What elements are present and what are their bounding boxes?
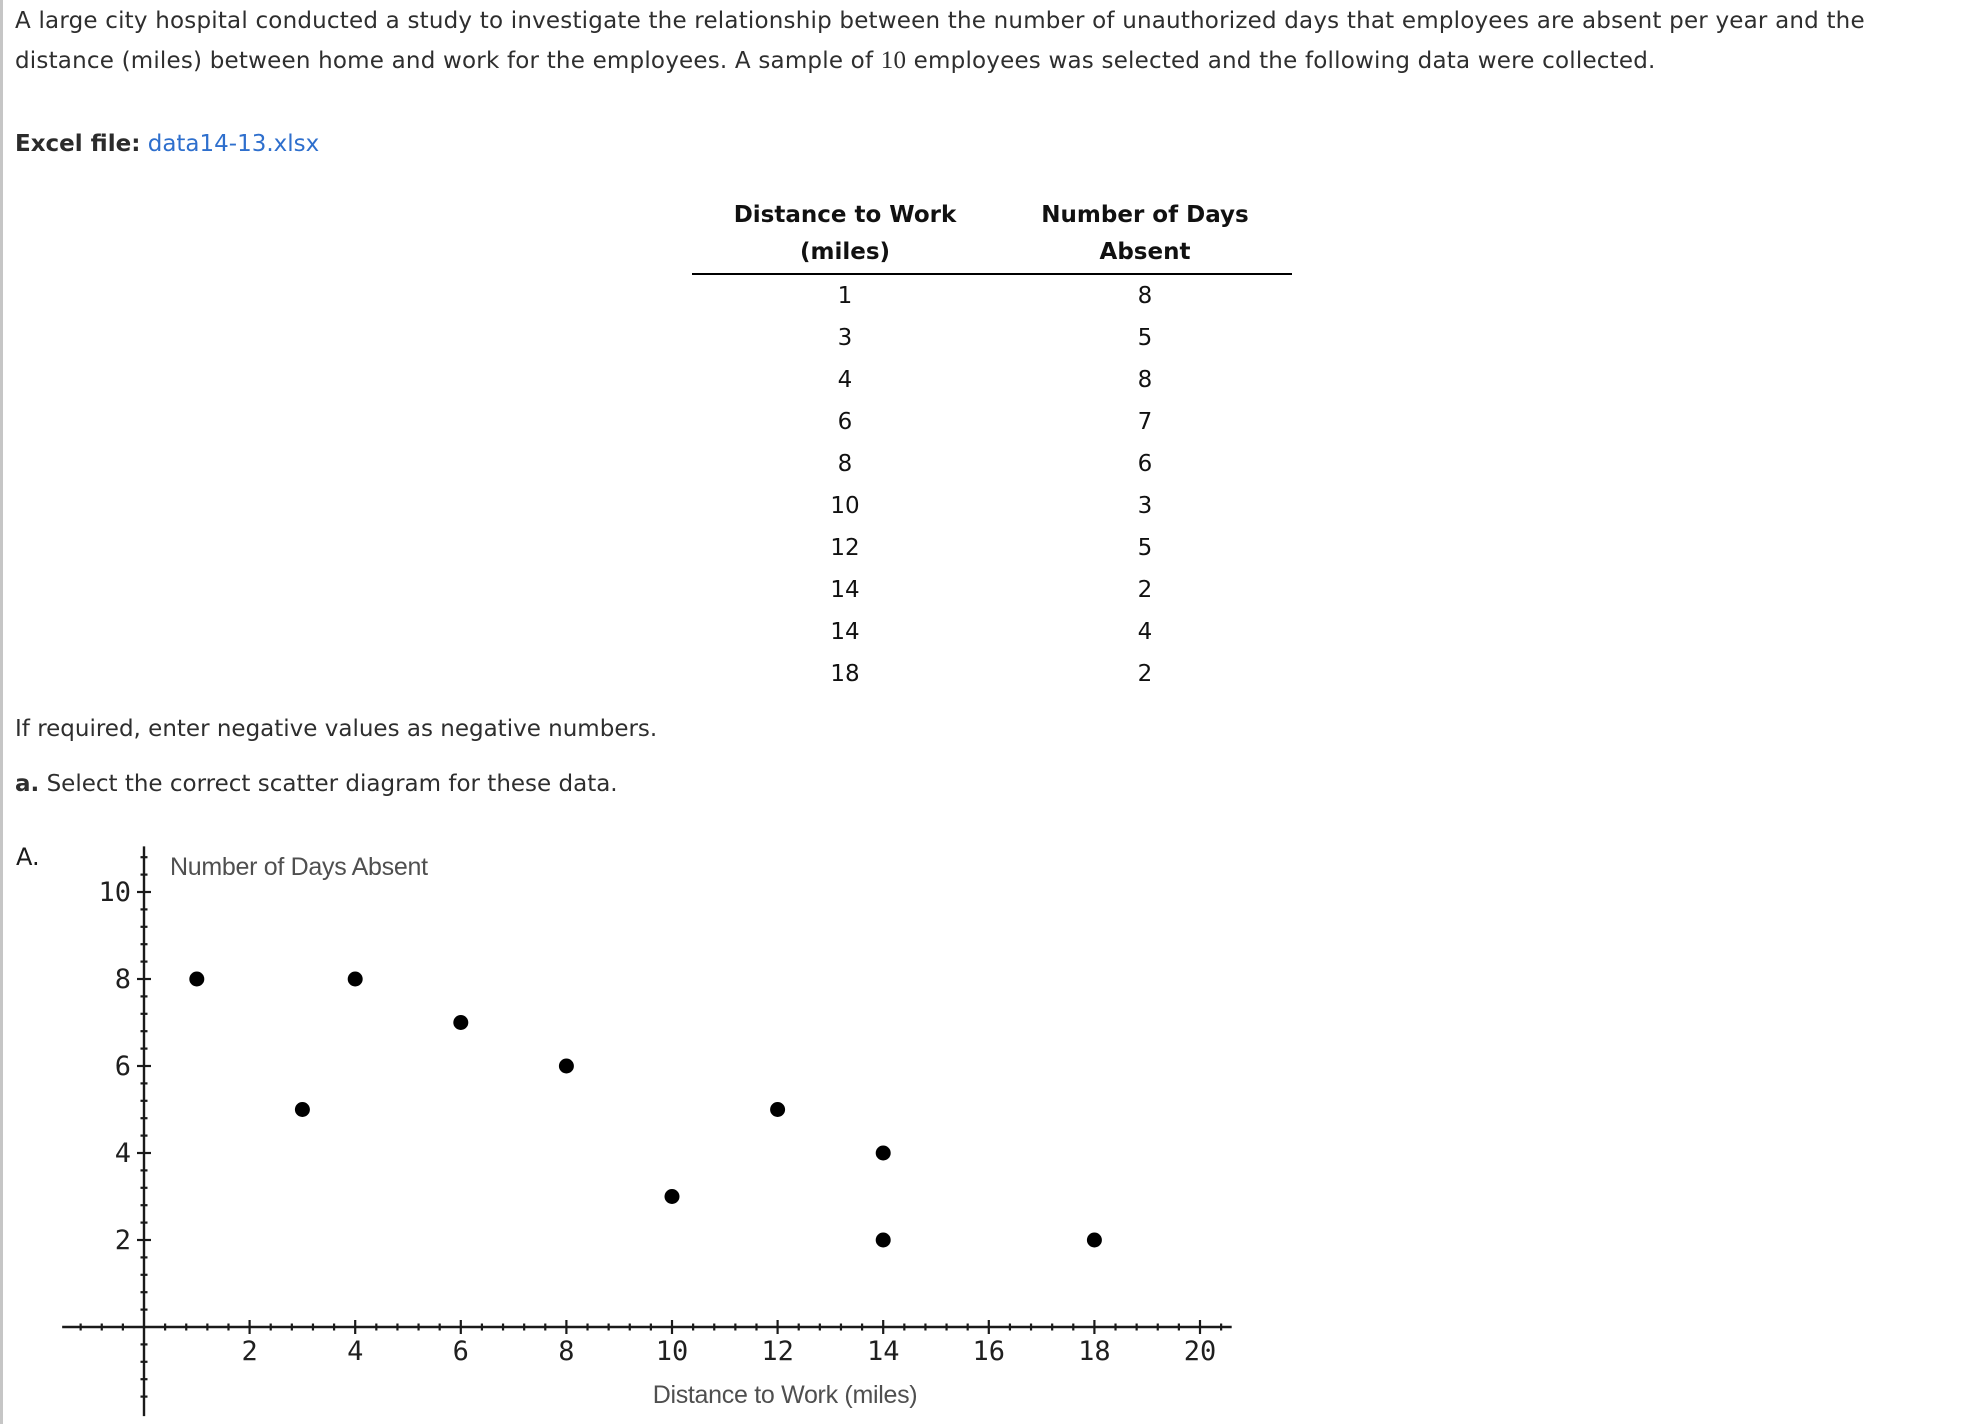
days-cell: 2 [1137,577,1153,603]
distance-cell: 1 [837,283,853,309]
distance-cell: 6 [837,409,853,435]
x-tick-label: 18 [1078,1336,1111,1367]
days-cell: 5 [1137,325,1153,351]
distance-cell: 10 [830,493,860,519]
data-point [1086,1232,1102,1248]
days-cell: 6 [1137,451,1153,477]
data-point [770,1102,786,1117]
option-a-label: A. [16,843,40,871]
excel-file-line: Excel file: data14-13.xlsx [15,131,319,157]
x-tick-label: 2 [241,1336,257,1367]
data-point [294,1102,310,1117]
days-cell: 2 [1137,661,1153,687]
question-a-label: a. [15,771,40,797]
distance-cell: 18 [830,661,860,687]
x-tick-label: 4 [347,1336,363,1367]
y-tick-label: 2 [115,1225,131,1256]
question-a-text: Select the correct scatter diagram for t… [39,771,618,797]
days-cell: 5 [1137,535,1153,561]
distance-cell: 8 [837,451,853,477]
days-cell: 8 [1137,283,1153,309]
negative-values-note: If required, enter negative values as ne… [15,716,658,742]
days-cell: 3 [1137,493,1153,519]
excel-file-link[interactable]: data14-13.xlsx [147,131,320,157]
distance-cell: 14 [830,577,860,603]
scatter-option-a[interactable]: 2 4 6 8 10 12 14 16 18 20 2 4 6 8 10 Number of Days Abs… [40,835,1280,1424]
table-row: 12 5 [692,527,1292,569]
distance-cell: 4 [837,367,853,393]
col2-header-line1: Number of Days [1041,202,1249,228]
distance-cell: 12 [830,535,860,561]
x-tick-label: 8 [558,1336,574,1367]
table-body: 1 8 3 5 4 8 6 7 8 6 10 3 12 5 14 2 14 4 18 2 [692,273,1292,695]
data-point [875,1232,891,1248]
y-tick-label: 4 [115,1138,131,1169]
table-row: 14 2 [692,569,1292,611]
distance-cell: 14 [830,619,860,645]
col1-header-line1: Distance to Work [733,202,957,228]
x-tick-label: 6 [453,1336,469,1367]
data-point [558,1058,574,1074]
data-point [875,1145,891,1161]
excel-file-label: Excel file: [15,131,141,157]
col1-header-line2: (miles) [799,239,891,265]
x-tick-label: 12 [761,1336,794,1367]
y-tick-label: 10 [98,877,131,908]
page-left-border [0,0,3,1424]
table-header: Distance to Work (miles) Number of Days … [692,197,1292,271]
x-tick-label: 14 [867,1336,900,1367]
col1-header: Distance to Work (miles) [692,197,998,271]
col2-header: Number of Days Absent [998,197,1292,271]
table-row: 10 3 [692,485,1292,527]
days-cell: 4 [1137,619,1153,645]
data-table: Distance to Work (miles) Number of Days … [692,197,1292,695]
x-axis-title: Distance to Work (miles) [653,1381,918,1409]
scatter-chart[interactable]: 2 4 6 8 10 12 14 16 18 20 2 4 6 8 10 Number of Days Abs… [40,835,1280,1424]
data-point [347,971,363,987]
days-cell: 7 [1137,409,1153,435]
table-row: 14 4 [692,611,1292,653]
data-point [664,1189,680,1204]
paragraph-line2b: employees was selected and the following… [906,48,1656,74]
x-tick-label: 10 [656,1336,689,1367]
data-point [189,971,205,987]
paragraph-line1: A large city hospital conducted a study … [15,8,1865,34]
y-tick-label: 6 [115,1051,131,1082]
x-tick-label: 16 [973,1336,1006,1367]
col2-header-line2: Absent [1099,239,1191,265]
paragraph-line2a: distance (miles) between home and work f… [15,48,881,74]
sample-size-number: 10 [880,47,907,74]
question-a: a. Select the correct scatter diagram fo… [15,771,618,797]
table-row: 18 2 [692,653,1292,695]
x-tick-label: 20 [1184,1336,1217,1367]
distance-cell: 3 [837,325,853,351]
days-cell: 8 [1137,367,1153,393]
problem-paragraph: A large city hospital conducted a study … [15,2,1965,81]
y-axis-title: Number of Days Absent [170,853,428,881]
data-point [453,1015,469,1030]
y-tick-label: 8 [115,964,131,995]
